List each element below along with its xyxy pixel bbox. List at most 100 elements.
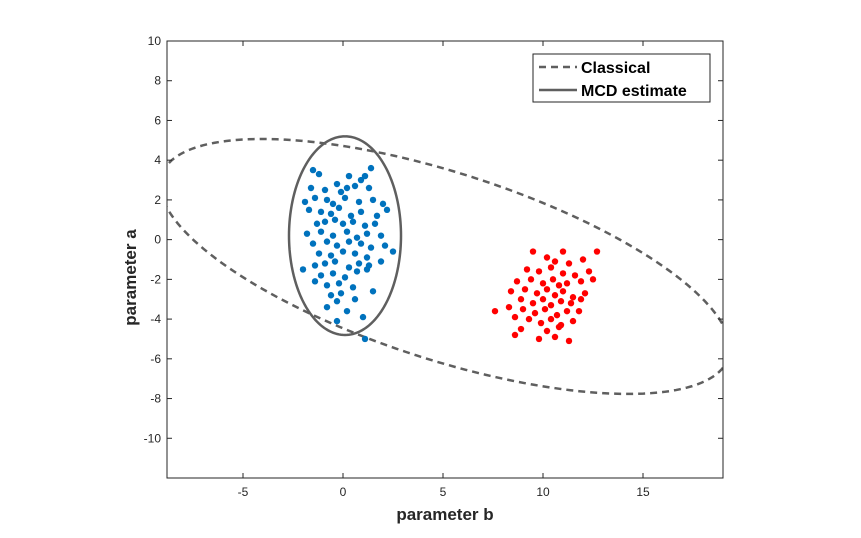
data-point	[301, 198, 309, 206]
data-point	[539, 280, 547, 287]
x-tick-label: -5	[238, 485, 249, 499]
data-point	[519, 305, 527, 313]
data-point	[329, 200, 337, 208]
ellipses-layer	[167, 135, 723, 396]
data-point	[327, 252, 335, 259]
data-point	[311, 278, 319, 285]
data-point	[349, 284, 357, 291]
ellipse-classical	[167, 137, 723, 396]
data-point	[367, 164, 375, 172]
data-point	[547, 301, 555, 309]
data-point	[355, 198, 363, 206]
data-point	[345, 264, 353, 271]
y-tick-label: -10	[144, 431, 162, 445]
data-point	[361, 172, 369, 180]
legend-label-mcd-estimate: MCD estimate	[581, 83, 687, 100]
data-point	[345, 238, 353, 245]
data-point	[323, 196, 331, 204]
data-point	[553, 311, 561, 319]
data-point	[577, 296, 585, 303]
data-point	[531, 309, 539, 317]
legend: Classical MCD estimate	[532, 53, 711, 103]
data-point	[321, 186, 329, 194]
data-point	[377, 258, 385, 265]
data-point	[303, 230, 311, 237]
data-point	[345, 172, 353, 180]
data-point	[555, 282, 563, 289]
data-point	[525, 315, 533, 323]
data-point	[547, 315, 555, 323]
data-point	[511, 313, 519, 321]
data-point	[569, 317, 577, 325]
data-point	[559, 270, 567, 277]
data-point	[341, 194, 349, 202]
data-point	[579, 256, 587, 263]
data-point	[527, 276, 535, 283]
data-point	[363, 230, 371, 237]
data-point	[551, 292, 559, 299]
y-tick-label: -8	[150, 392, 161, 406]
data-point	[365, 184, 373, 192]
points-layer	[299, 164, 601, 345]
data-point	[377, 232, 385, 239]
data-point	[381, 242, 389, 249]
data-point	[535, 268, 543, 275]
data-point	[299, 266, 307, 273]
data-point	[359, 313, 367, 321]
data-point	[533, 290, 541, 297]
axes-box	[166, 40, 724, 479]
data-point	[309, 240, 317, 247]
data-point	[363, 266, 371, 273]
data-point	[379, 200, 387, 208]
data-point	[313, 220, 321, 227]
data-point	[543, 254, 551, 261]
data-point	[369, 288, 377, 295]
data-point	[363, 254, 371, 261]
data-point	[517, 296, 525, 303]
data-point	[339, 220, 347, 227]
legend-label-classical: Classical	[581, 60, 650, 77]
y-tick-label: -2	[150, 272, 161, 286]
y-tick-label: -4	[150, 312, 161, 326]
data-point	[339, 248, 347, 255]
data-point	[317, 208, 325, 216]
legend-box	[532, 53, 711, 103]
data-point	[307, 184, 315, 192]
data-point	[329, 232, 337, 239]
data-point	[335, 204, 343, 212]
data-point	[569, 294, 577, 301]
data-point	[361, 222, 369, 229]
data-point	[327, 210, 335, 218]
data-point	[389, 248, 397, 255]
data-point	[311, 262, 319, 269]
data-point	[333, 317, 341, 325]
data-point	[383, 206, 391, 214]
data-point	[529, 248, 537, 255]
data-point	[343, 184, 351, 192]
data-point	[513, 278, 521, 285]
data-point	[537, 319, 545, 327]
x-tick-label: 10	[536, 485, 550, 499]
data-point	[491, 307, 499, 315]
ellipse-mcd-estimate	[287, 135, 403, 337]
data-point	[351, 250, 359, 257]
y-tick-label: 0	[154, 233, 161, 247]
data-point	[563, 307, 571, 315]
data-point	[323, 303, 331, 311]
data-point	[321, 260, 329, 267]
data-point	[323, 282, 331, 289]
data-point	[505, 303, 513, 311]
y-tick-label: 4	[154, 153, 161, 167]
data-point	[355, 260, 363, 267]
data-point	[309, 166, 317, 174]
data-point	[517, 325, 525, 333]
data-point	[373, 212, 381, 219]
data-point	[317, 228, 325, 235]
data-point	[585, 268, 593, 275]
data-point	[357, 240, 365, 247]
data-point	[565, 337, 573, 345]
data-point	[551, 333, 559, 341]
x-tick-label: 15	[636, 485, 650, 499]
y-axis-label: parameter a	[121, 229, 140, 326]
data-point	[555, 323, 563, 331]
